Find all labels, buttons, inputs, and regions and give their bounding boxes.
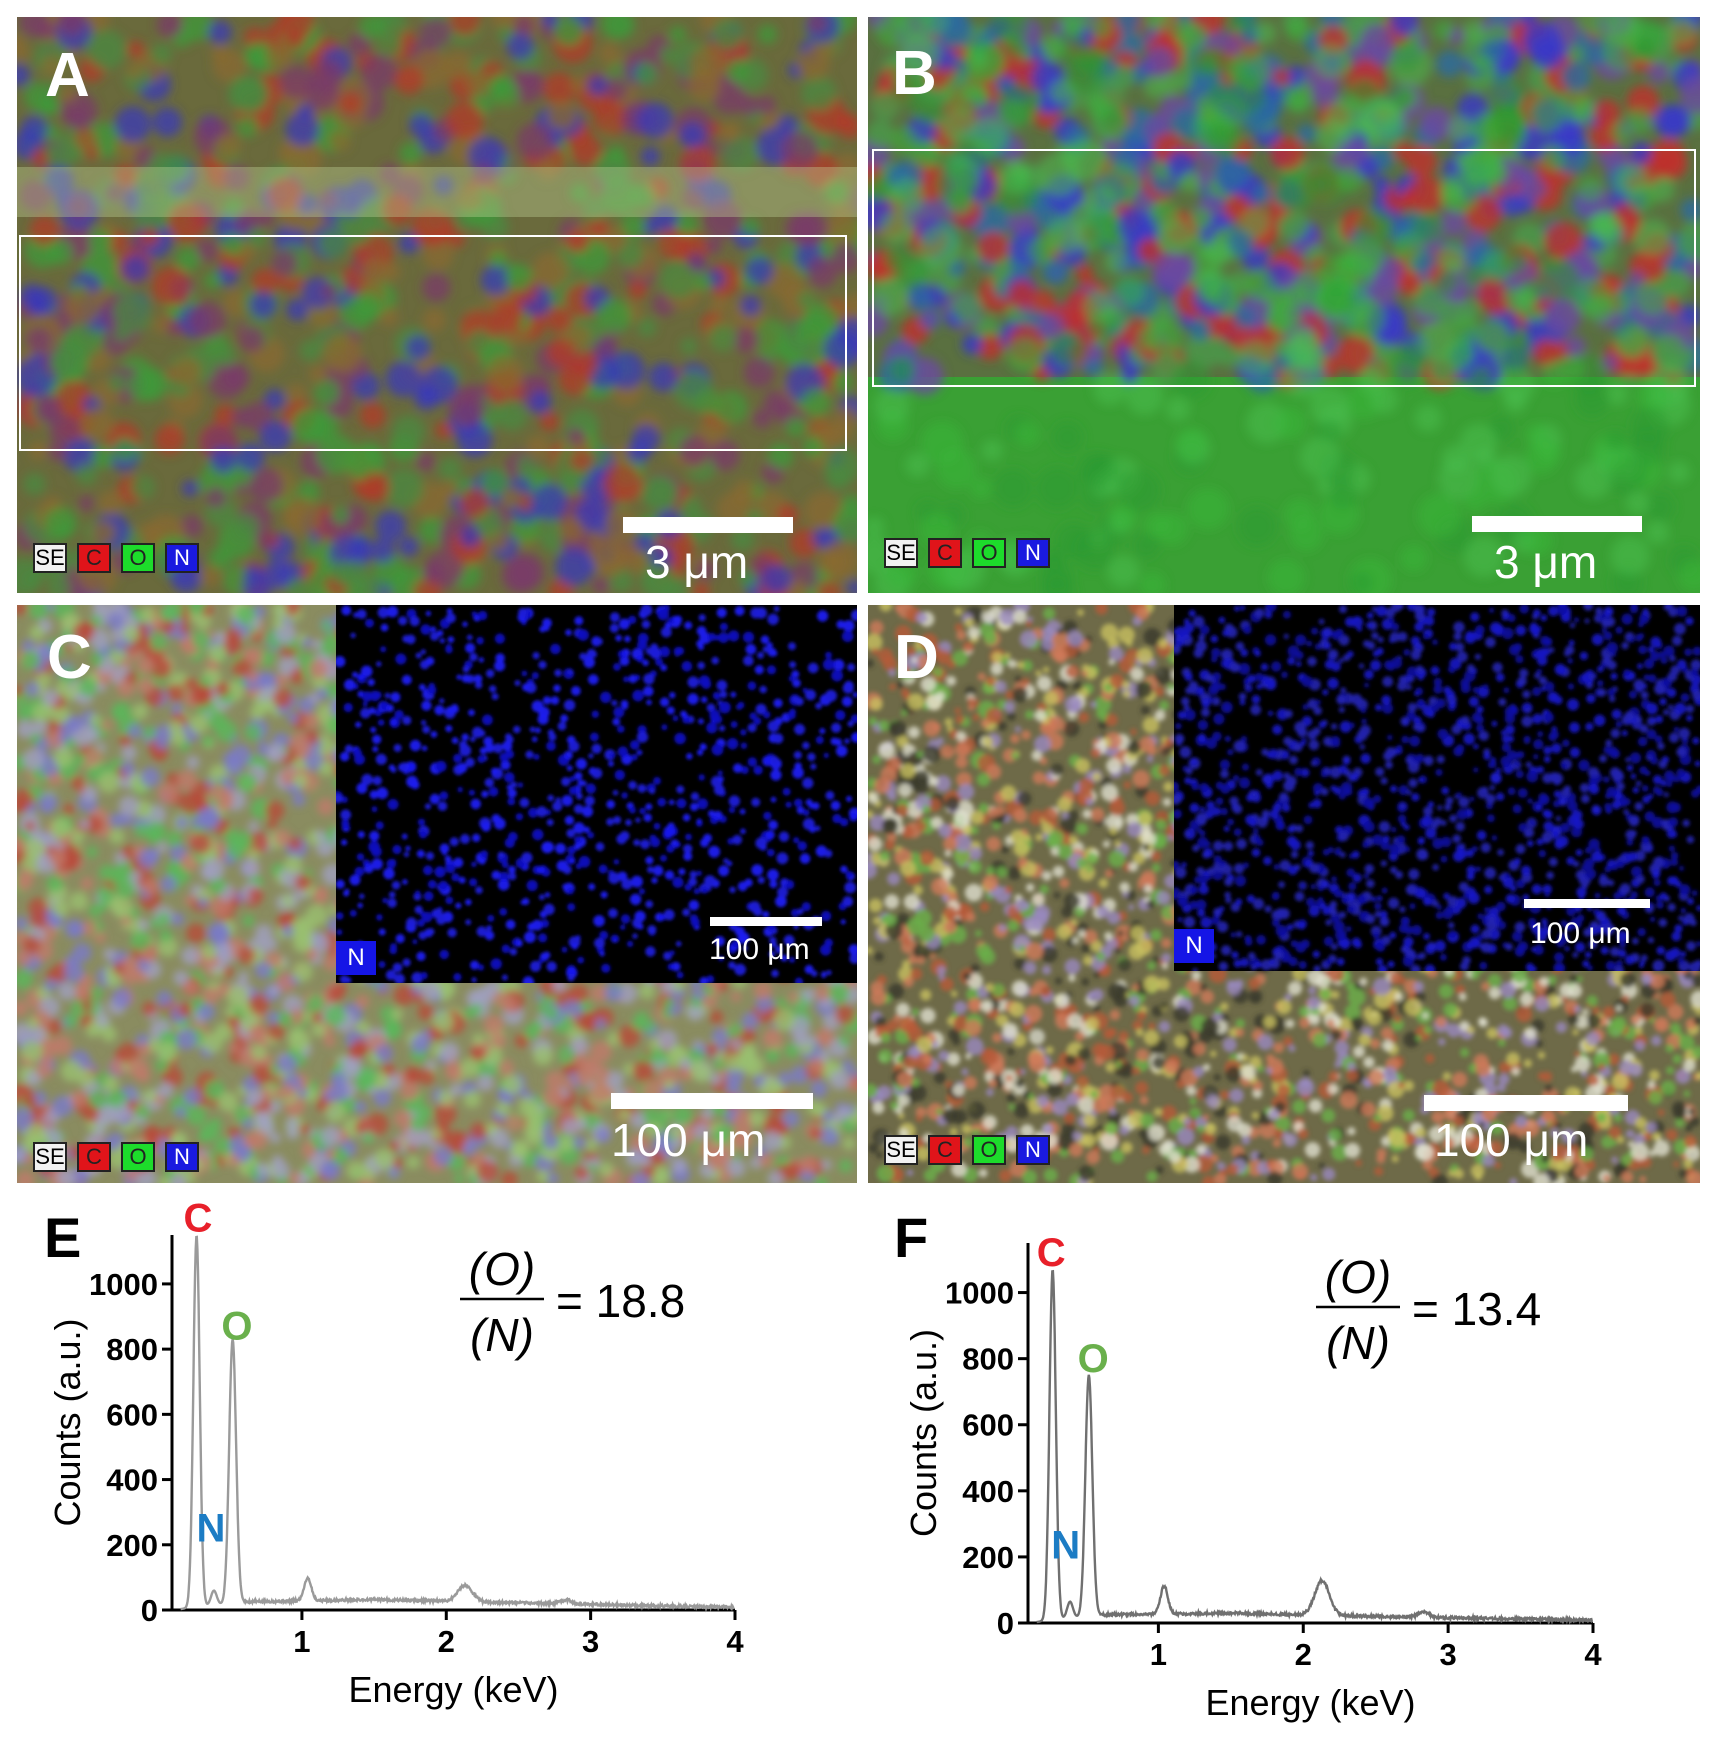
panel-label: E [44, 1206, 81, 1269]
channel-legend: SE C O N [33, 1142, 199, 1172]
panel-label-b: B [892, 39, 937, 108]
panel-label-a: A [45, 41, 90, 110]
legend-c: C [77, 1142, 111, 1172]
panel-b-map-image [868, 17, 1700, 593]
panel-a-eds-map: A SE C O N 3 μm [17, 17, 857, 593]
x-tick-label: 3 [582, 1624, 599, 1659]
scale-bar [623, 517, 793, 533]
inset-scale-bar [1524, 899, 1650, 908]
x-tick-label: 2 [438, 1624, 455, 1659]
legend-o: O [121, 543, 155, 573]
legend-n: N [1016, 538, 1050, 568]
legend-se: SE [884, 1135, 918, 1165]
peak-label-n: N [197, 1507, 226, 1551]
x-axis-label: Energy (keV) [348, 1669, 558, 1710]
nitrogen-inset-map: N 100 μm [336, 605, 857, 983]
ratio-denominator: (N) [470, 1309, 534, 1361]
inset-scale-bar [710, 917, 822, 926]
panel-e-eds-spectrum: E 0 200 400 600 800 1000 1 2 3 4 Energy (keV) Counts… [30, 1195, 790, 1735]
scale-bar-label: 3 μm [645, 536, 749, 588]
y-tick-label: 600 [962, 1408, 1014, 1443]
legend-n: N [165, 1142, 199, 1172]
peak-label-o: O [221, 1304, 252, 1348]
y-tick-label: 200 [106, 1528, 158, 1563]
y-tick-label: 400 [106, 1463, 158, 1498]
panel-c-eds-map: N 100 μm C SE C O N 100 μm [17, 605, 857, 1183]
y-tick-label: 0 [997, 1606, 1014, 1641]
nitrogen-inset-image [336, 605, 857, 983]
channel-legend: SE C O N [884, 1135, 1050, 1165]
spectrum-series-line [180, 1235, 735, 1613]
inset-channel-n: N [336, 941, 376, 975]
scale-bar-label: 100 μm [611, 1114, 766, 1166]
legend-c: C [928, 1135, 962, 1165]
legend-n: N [1016, 1135, 1050, 1165]
panel-a-map-image [17, 17, 857, 593]
y-tick-label: 0 [141, 1593, 158, 1628]
ratio-numerator: (O) [1325, 1251, 1391, 1303]
channel-legend: SE C O N [33, 543, 199, 573]
nitrogen-inset-map: N 100 μm [1174, 605, 1700, 971]
panel-label-c: C [47, 623, 92, 692]
panel-label: F [894, 1206, 928, 1269]
y-axis-label: Counts (a.u.) [47, 1318, 88, 1526]
panel-label-d: D [894, 623, 939, 692]
selection-box [872, 149, 1696, 387]
panel-b-eds-map: B SE C O N 3 μm [868, 17, 1700, 593]
y-tick-label: 800 [106, 1332, 158, 1367]
ratio-value: = 18.8 [556, 1275, 685, 1327]
x-tick-label: 1 [293, 1624, 310, 1659]
selection-box [19, 235, 847, 451]
peak-label-n: N [1051, 1524, 1080, 1568]
y-tick-label: 800 [962, 1342, 1014, 1377]
ratio-denominator: (N) [1326, 1317, 1390, 1369]
scale-bar [1472, 516, 1642, 532]
y-tick-label: 600 [106, 1397, 158, 1432]
inset-scale-bar-label: 100 μm [709, 933, 810, 966]
x-tick-label: 4 [726, 1624, 744, 1659]
y-tick-label: 1000 [945, 1276, 1014, 1311]
eds-spectrum-chart: E 0 200 400 600 800 1000 1 2 3 4 Energy (keV) Counts… [44, 1197, 744, 1710]
y-tick-label: 200 [962, 1540, 1014, 1575]
legend-o: O [972, 1135, 1006, 1165]
spectrum-series-line [1036, 1269, 1593, 1626]
inset-channel-n: N [1174, 929, 1214, 963]
channel-legend: SE C O N [884, 538, 1050, 568]
x-tick-label: 3 [1440, 1637, 1457, 1672]
y-tick-label: 1000 [89, 1267, 158, 1302]
peak-label-o: O [1078, 1337, 1109, 1381]
peak-label-c: C [184, 1197, 213, 1241]
peak-label-c: C [1037, 1231, 1066, 1275]
scale-bar-label: 100 μm [1434, 1114, 1589, 1166]
legend-n: N [165, 543, 199, 573]
x-tick-label: 4 [1584, 1637, 1602, 1672]
inset-scale-bar-label: 100 μm [1530, 917, 1631, 950]
eds-spectrum-chart: F 0 200 400 600 800 1000 1 2 3 4 Energy (keV) Counts… [894, 1206, 1602, 1723]
scale-bar [1424, 1095, 1628, 1111]
scale-bar-label: 3 μm [1494, 536, 1598, 588]
nitrogen-inset-image [1174, 605, 1700, 971]
ratio-numerator: (O) [469, 1243, 535, 1295]
legend-c: C [928, 538, 962, 568]
legend-o: O [972, 538, 1006, 568]
panel-d-eds-map: N 100 μm D SE C O N 100 μm [868, 605, 1700, 1183]
scale-bar [611, 1093, 813, 1109]
x-tick-label: 2 [1295, 1637, 1312, 1672]
panel-f-eds-spectrum: F 0 200 400 600 800 1000 1 2 3 4 Energy (keV) Counts… [880, 1195, 1660, 1735]
ratio-value: = 13.4 [1412, 1283, 1541, 1335]
legend-c: C [77, 543, 111, 573]
legend-se: SE [33, 1142, 67, 1172]
legend-o: O [121, 1142, 155, 1172]
y-axis-label: Counts (a.u.) [903, 1329, 944, 1537]
x-tick-label: 1 [1150, 1637, 1167, 1672]
y-tick-label: 400 [962, 1474, 1014, 1509]
legend-se: SE [884, 538, 918, 568]
x-axis-label: Energy (keV) [1205, 1682, 1415, 1723]
legend-se: SE [33, 543, 67, 573]
